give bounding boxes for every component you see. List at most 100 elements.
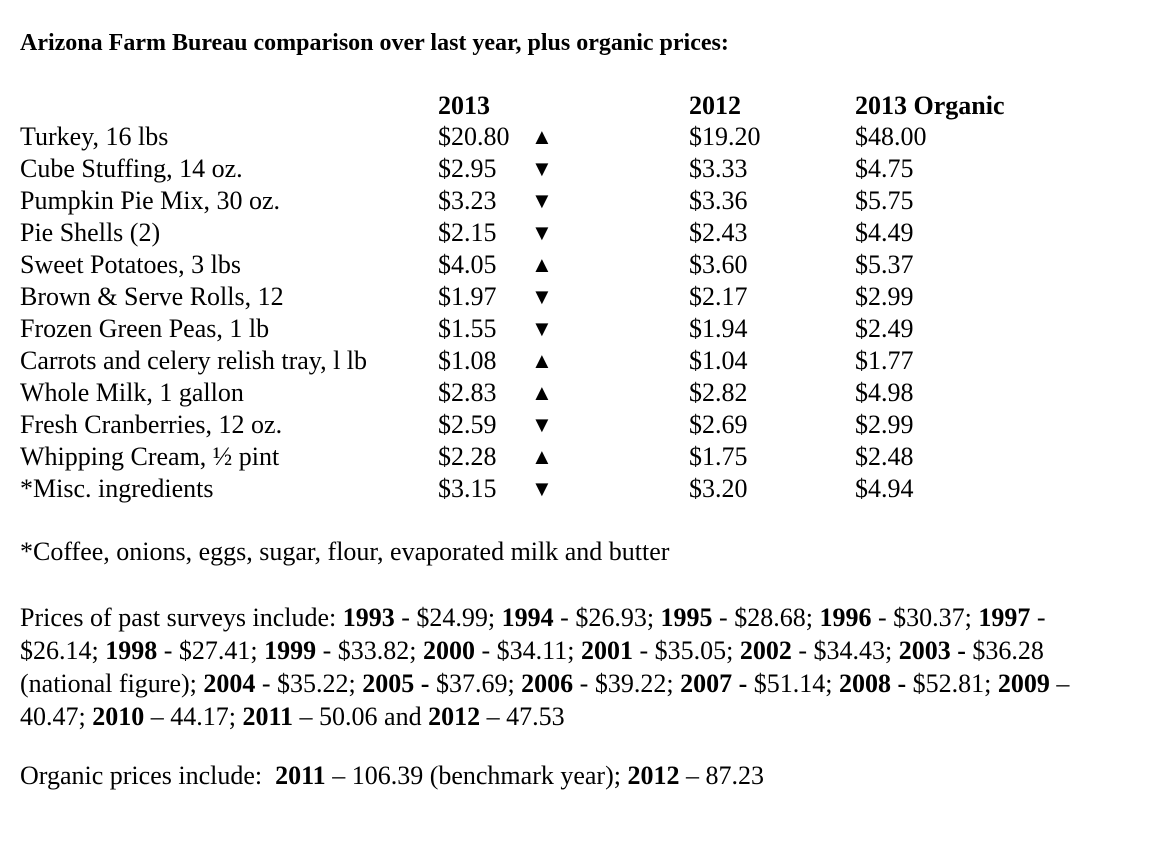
price-2012: $3.36 — [689, 186, 748, 215]
table-row: Pumpkin Pie Mix, 30 oz. $3.23 ▼ $3.36 $5… — [20, 185, 1140, 217]
item-name: Fresh Cranberries, 12 oz. — [20, 410, 283, 439]
table-row: Fresh Cranberries, 12 oz. $2.59 ▼ $2.69 … — [20, 409, 1140, 441]
survey-price: – 40.47; — [20, 669, 1070, 731]
price-2013-organic: $2.99 — [855, 410, 914, 439]
survey-year: 2008 - — [838, 669, 907, 698]
price-2013: $1.55 — [438, 314, 497, 343]
price-2013-organic: $5.37 — [855, 250, 914, 279]
table-row: Carrots and celery relish tray, l lb $1.… — [20, 345, 1140, 377]
survey-year: 2009 — [997, 669, 1050, 698]
misc-footnote: *Coffee, onions, eggs, sugar, flour, eva… — [20, 537, 670, 566]
survey-price: - $35.22; — [255, 669, 363, 698]
table-row: *Misc. ingredients $3.15 ▼ $3.20 $4.94 — [20, 473, 1140, 505]
trend-arrow-icon: ▼ — [531, 188, 553, 213]
trend-arrow-icon: ▲ — [531, 444, 553, 469]
survey-price: - $28.68; — [712, 603, 820, 632]
survey-year: 2005 - — [362, 669, 430, 698]
trend-arrow-icon: ▼ — [531, 284, 553, 309]
survey-year: 1993 — [342, 603, 395, 632]
document-title: Arizona Farm Bureau comparison over last… — [20, 30, 729, 56]
organic-price: – 106.39 (benchmark year); — [325, 761, 628, 790]
price-2012: $1.75 — [689, 442, 748, 471]
survey-price: - $34.11; — [475, 636, 581, 665]
survey-price: $51.14; — [747, 669, 839, 698]
price-2013: $2.59 — [438, 410, 497, 439]
survey-price: – 44.17; — [144, 702, 243, 731]
price-2012: $2.69 — [689, 410, 748, 439]
item-name: Turkey, 16 lbs — [20, 122, 169, 151]
survey-year: 1996 — [819, 603, 872, 632]
survey-year: 2012 — [428, 702, 481, 731]
survey-price: - $39.22; — [573, 669, 681, 698]
survey-year: 2001 — [580, 636, 633, 665]
organic-prices-intro: Organic prices include: — [20, 761, 276, 790]
item-name: Pumpkin Pie Mix, 30 oz. — [20, 186, 281, 215]
price-2013-organic: $2.99 — [855, 282, 914, 311]
survey-price: - $26.93; — [553, 603, 661, 632]
item-name: *Misc. ingredients — [20, 474, 214, 503]
price-2013: $1.97 — [438, 282, 497, 311]
survey-year: 2011 — [242, 702, 294, 731]
price-2012: $3.20 — [689, 474, 748, 503]
past-surveys-intro: Prices of past surveys include: — [20, 603, 343, 632]
table-row: Frozen Green Peas, 1 lb $1.55 ▼ $1.94 $2… — [20, 313, 1140, 345]
column-header-2012: 2012 — [689, 91, 741, 120]
trend-arrow-icon: ▼ — [531, 476, 553, 501]
price-2013: $1.08 — [438, 346, 497, 375]
past-surveys-paragraph: Prices of past surveys include: 1993 - $… — [20, 601, 1130, 733]
price-2013-organic: $4.94 — [855, 474, 914, 503]
survey-price: – 50.06 and — [293, 702, 429, 731]
price-2012: $3.60 — [689, 250, 748, 279]
item-name: Cube Stuffing, 14 oz. — [20, 154, 243, 183]
survey-year: 1995 — [660, 603, 713, 632]
survey-year: 2006 — [521, 669, 574, 698]
price-2012: $1.04 — [689, 346, 748, 375]
trend-arrow-icon: ▼ — [531, 156, 553, 181]
survey-price: - $34.43; — [791, 636, 899, 665]
item-name: Frozen Green Peas, 1 lb — [20, 314, 270, 343]
column-header-2013-organic: 2013 Organic — [855, 91, 1005, 120]
price-2013: $2.28 — [438, 442, 497, 471]
survey-price: - $30.37; — [871, 603, 979, 632]
trend-arrow-icon: ▲ — [531, 348, 553, 373]
table-row: Whole Milk, 1 gallon $2.83 ▲ $2.82 $4.98 — [20, 377, 1140, 409]
table-row: Whipping Cream, ½ pint $2.28 ▲ $1.75 $2.… — [20, 441, 1140, 473]
price-2013-organic: $4.98 — [855, 378, 914, 407]
survey-price: - $35.05; — [632, 636, 740, 665]
price-2013: $4.05 — [438, 250, 497, 279]
price-2013-organic: $4.75 — [855, 154, 914, 183]
survey-year: 1997 — [978, 603, 1031, 632]
item-name: Whole Milk, 1 gallon — [20, 378, 244, 407]
table-row: Turkey, 16 lbs $20.80 ▲ $19.20 $48.00 — [20, 121, 1140, 153]
survey-price: - $33.82; — [316, 636, 424, 665]
organic-year: 2011 — [275, 761, 326, 790]
organic-prices-paragraph: Organic prices include: 2011 – 106.39 (b… — [20, 761, 764, 791]
price-table: Turkey, 16 lbs $20.80 ▲ $19.20 $48.00 Cu… — [20, 121, 1140, 505]
survey-year: 2010 — [92, 702, 145, 731]
price-2013-organic: $48.00 — [855, 122, 927, 151]
trend-arrow-icon: ▼ — [531, 316, 553, 341]
survey-year: 1999 — [264, 636, 317, 665]
item-name: Carrots and celery relish tray, l lb — [20, 346, 368, 375]
survey-year: 2003 - — [898, 636, 966, 665]
survey-price: - $27.41; — [157, 636, 265, 665]
organic-year: 2012 — [627, 761, 680, 790]
price-2013-organic: $5.75 — [855, 186, 914, 215]
survey-year: 1998 — [105, 636, 158, 665]
survey-year: 1994 — [501, 603, 554, 632]
trend-arrow-icon: ▲ — [531, 124, 553, 149]
price-2012: $19.20 — [689, 122, 761, 151]
column-header-2013: 2013 — [438, 91, 490, 120]
survey-year: 2002 — [739, 636, 792, 665]
price-2012: $2.43 — [689, 218, 748, 247]
price-2012: $2.82 — [689, 378, 748, 407]
trend-arrow-icon: ▼ — [531, 220, 553, 245]
price-2013: $2.83 — [438, 378, 497, 407]
price-2013-organic: $4.49 — [855, 218, 914, 247]
trend-arrow-icon: ▲ — [531, 252, 553, 277]
item-name: Pie Shells (2) — [20, 218, 161, 247]
organic-price: – 87.23 — [679, 761, 764, 790]
table-row: Pie Shells (2) $2.15 ▼ $2.43 $4.49 — [20, 217, 1140, 249]
table-row: Brown & Serve Rolls, 12 $1.97 ▼ $2.17 $2… — [20, 281, 1140, 313]
trend-arrow-icon: ▼ — [531, 412, 553, 437]
